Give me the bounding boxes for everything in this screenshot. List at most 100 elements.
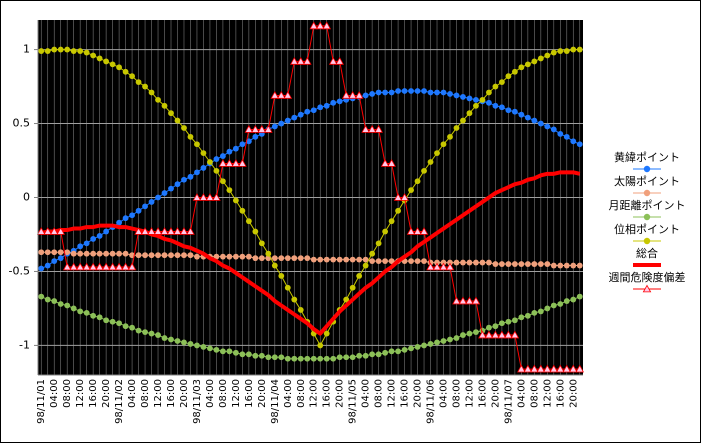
- x-tick-label: 04:00: [439, 379, 450, 408]
- marker: [148, 252, 155, 259]
- x-tick-label: 12:00: [153, 379, 164, 408]
- marker: [369, 351, 376, 358]
- marker: [427, 341, 434, 347]
- marker: [56, 227, 65, 235]
- marker: [348, 91, 357, 99]
- x-tick-label: 98/11/02: [114, 379, 125, 424]
- marker: [317, 256, 324, 263]
- marker: [64, 249, 71, 256]
- marker: [453, 259, 460, 266]
- marker: [315, 21, 325, 30]
- marker: [284, 117, 291, 124]
- marker: [445, 262, 455, 271]
- x-tick-label: 08:00: [296, 379, 307, 408]
- y-tick-label: -1: [19, 338, 30, 351]
- x-tick-label: 04:00: [283, 379, 294, 408]
- x-tick-label: 08:00: [529, 379, 540, 408]
- marker: [168, 252, 174, 259]
- marker: [492, 261, 499, 267]
- marker: [291, 296, 298, 303]
- x-tick-label: 12:00: [387, 379, 398, 408]
- marker: [309, 21, 319, 30]
- marker: [181, 252, 187, 259]
- marker: [453, 335, 460, 341]
- marker: [504, 330, 513, 339]
- marker: [643, 165, 651, 173]
- marker: [310, 355, 317, 362]
- marker: [109, 250, 116, 257]
- marker: [336, 98, 343, 105]
- marker: [473, 259, 479, 266]
- marker: [440, 89, 447, 96]
- x-tick-label: 12:00: [464, 379, 475, 408]
- marker: [129, 324, 135, 331]
- marker: [290, 56, 299, 65]
- marker: [140, 227, 150, 235]
- marker: [400, 193, 409, 201]
- marker: [505, 261, 512, 267]
- marker: [142, 252, 148, 259]
- marker: [57, 46, 64, 53]
- marker: [518, 64, 525, 71]
- x-tick-label: 20:00: [335, 379, 346, 408]
- marker: [95, 262, 104, 271]
- marker: [473, 329, 479, 336]
- marker: [297, 307, 304, 313]
- marker: [231, 159, 241, 167]
- marker: [277, 91, 286, 99]
- marker: [258, 255, 265, 262]
- marker: [380, 159, 390, 167]
- marker: [531, 58, 538, 65]
- x-tick-label: 20:00: [179, 379, 190, 408]
- marker: [83, 309, 90, 316]
- marker: [336, 256, 343, 263]
- marker: [432, 262, 442, 271]
- marker: [511, 108, 518, 115]
- marker: [173, 227, 182, 235]
- marker: [466, 259, 473, 266]
- marker: [439, 262, 448, 271]
- marker: [330, 355, 337, 362]
- marker: [343, 354, 350, 361]
- x-tick-label: 04:00: [361, 379, 372, 408]
- marker: [142, 83, 148, 90]
- marker: [168, 110, 174, 117]
- marker: [367, 125, 377, 133]
- marker: [96, 55, 103, 62]
- marker: [207, 159, 213, 165]
- marker: [296, 56, 306, 65]
- marker: [408, 345, 414, 352]
- marker: [414, 258, 421, 265]
- marker: [200, 150, 207, 157]
- marker: [310, 107, 317, 114]
- marker: [265, 354, 272, 361]
- x-tick-label: 20:00: [257, 379, 268, 408]
- marker: [349, 256, 356, 263]
- marker: [155, 194, 161, 201]
- marker: [271, 262, 278, 269]
- y-tick-label: -0.5: [9, 264, 30, 277]
- x-tick-label: 08:00: [218, 379, 229, 408]
- marker: [576, 141, 583, 148]
- marker: [447, 336, 453, 343]
- marker: [251, 125, 260, 133]
- marker: [226, 148, 233, 155]
- marker: [498, 261, 505, 267]
- x-tick-label: 98/11/03: [192, 379, 203, 424]
- marker: [252, 133, 259, 140]
- marker: [361, 125, 370, 133]
- marker: [75, 262, 85, 271]
- series-line: [40, 170, 581, 336]
- marker: [343, 296, 350, 303]
- marker: [460, 94, 466, 100]
- marker: [511, 68, 518, 75]
- marker: [284, 284, 291, 291]
- marker: [317, 104, 324, 111]
- y-tick-label: 0.5: [13, 117, 31, 130]
- marker: [323, 355, 330, 362]
- marker: [239, 253, 246, 260]
- marker: [271, 354, 278, 361]
- x-tick-label: 04:00: [49, 379, 60, 408]
- x-tick-label: 98/11/04: [270, 379, 281, 424]
